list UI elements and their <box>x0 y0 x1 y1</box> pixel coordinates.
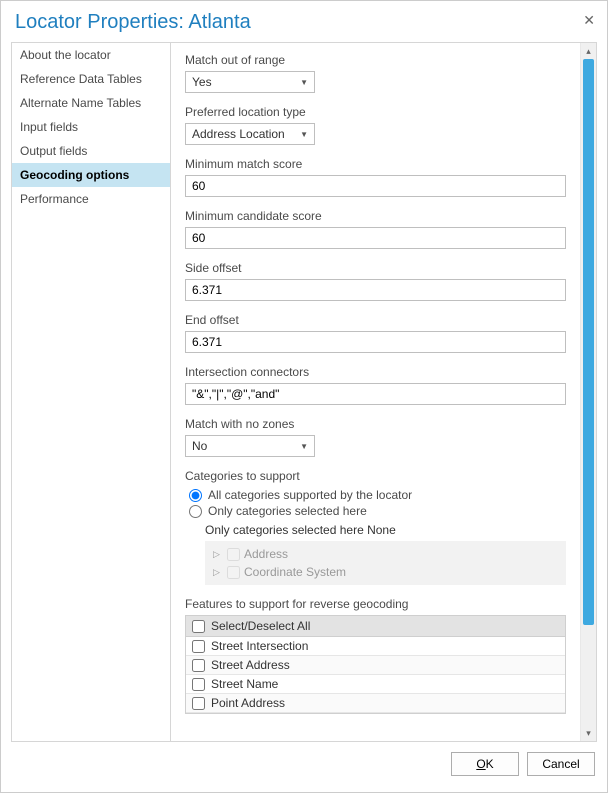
reverse-features-table: Select/Deselect All Street Intersection … <box>185 615 566 714</box>
reverse-feature-row[interactable]: Street Address <box>186 656 565 675</box>
label-side-offset: Side offset <box>185 261 566 275</box>
sidebar-item-geocoding-options[interactable]: Geocoding options <box>12 163 170 187</box>
scroll-up-icon[interactable]: ▴ <box>581 43 596 59</box>
expand-icon[interactable]: ▷ <box>213 549 223 560</box>
label-min-match-score: Minimum match score <box>185 157 566 171</box>
expand-icon[interactable]: ▷ <box>213 567 223 578</box>
row-label: Point Address <box>211 696 285 710</box>
scroll-down-icon[interactable]: ▾ <box>581 725 596 741</box>
input-min-candidate-score[interactable] <box>185 227 566 249</box>
checkbox-row[interactable] <box>192 678 205 691</box>
input-end-offset[interactable] <box>185 331 566 353</box>
label-preferred-location-type: Preferred location type <box>185 105 566 119</box>
category-tree: ▷ Address ▷ Coordinate System <box>205 541 566 585</box>
close-icon[interactable]: ✕ <box>583 11 595 27</box>
label-reverse-features: Features to support for reverse geocodin… <box>185 597 566 611</box>
dropdown-match-no-zones[interactable]: No ▼ <box>185 435 315 457</box>
cancel-button[interactable]: Cancel <box>527 752 595 776</box>
reverse-feature-row[interactable]: Point Address <box>186 694 565 713</box>
tree-label: Address <box>244 547 288 561</box>
label-match-no-zones: Match with no zones <box>185 417 566 431</box>
dialog-title: Locator Properties: Atlanta <box>15 11 251 34</box>
dropdown-preferred-location-type[interactable]: Address Location ▼ <box>185 123 315 145</box>
header-label: Select/Deselect All <box>211 619 310 633</box>
input-intersection-connectors[interactable] <box>185 383 566 405</box>
label-categories: Categories to support <box>185 469 566 483</box>
radio-input-all[interactable] <box>189 489 202 502</box>
checkbox-row[interactable] <box>192 659 205 672</box>
radio-selected-categories[interactable]: Only categories selected here <box>189 503 566 519</box>
scroll-track[interactable] <box>581 59 596 725</box>
checkbox-row[interactable] <box>192 640 205 653</box>
ok-button[interactable]: OK <box>451 752 519 776</box>
row-label: Street Intersection <box>211 639 308 653</box>
chevron-down-icon: ▼ <box>300 130 308 139</box>
dropdown-value: No <box>192 439 207 453</box>
main-panel: Match out of range Yes ▼ Preferred locat… <box>171 43 580 741</box>
row-label: Street Name <box>211 677 278 691</box>
input-side-offset[interactable] <box>185 279 566 301</box>
sidebar-item-performance[interactable]: Performance <box>12 187 170 211</box>
checkbox-select-all[interactable] <box>192 620 205 633</box>
radio-label: All categories supported by the locator <box>208 488 412 502</box>
checkbox-row[interactable] <box>192 697 205 710</box>
reverse-feature-row[interactable]: Street Name <box>186 675 565 694</box>
sidebar-item-about[interactable]: About the locator <box>12 43 170 67</box>
row-label: Street Address <box>211 658 290 672</box>
label-selected-here: Only categories selected here None <box>205 523 396 537</box>
radio-input-selected[interactable] <box>189 505 202 518</box>
sidebar-item-output-fields[interactable]: Output fields <box>12 139 170 163</box>
sidebar: About the locator Reference Data Tables … <box>11 42 171 742</box>
input-min-match-score[interactable] <box>185 175 566 197</box>
label-min-candidate-score: Minimum candidate score <box>185 209 566 223</box>
sidebar-item-reference-data[interactable]: Reference Data Tables <box>12 67 170 91</box>
vertical-scrollbar[interactable]: ▴ ▾ <box>580 43 596 741</box>
dropdown-value: Address Location <box>192 127 285 141</box>
tree-item-coordinate-system[interactable]: ▷ Coordinate System <box>205 563 566 581</box>
dropdown-value: Yes <box>192 75 212 89</box>
scroll-thumb[interactable] <box>583 59 594 625</box>
radio-all-categories[interactable]: All categories supported by the locator <box>189 487 566 503</box>
reverse-features-header[interactable]: Select/Deselect All <box>186 616 565 637</box>
label-intersection-connectors: Intersection connectors <box>185 365 566 379</box>
tree-item-address[interactable]: ▷ Address <box>205 545 566 563</box>
chevron-down-icon: ▼ <box>300 442 308 451</box>
label-end-offset: End offset <box>185 313 566 327</box>
chevron-down-icon: ▼ <box>300 78 308 87</box>
sidebar-item-alternate-names[interactable]: Alternate Name Tables <box>12 91 170 115</box>
sidebar-item-input-fields[interactable]: Input fields <box>12 115 170 139</box>
dropdown-match-out-of-range[interactable]: Yes ▼ <box>185 71 315 93</box>
tree-label: Coordinate System <box>244 565 346 579</box>
checkbox-address[interactable] <box>227 548 240 561</box>
reverse-feature-row[interactable]: Street Intersection <box>186 637 565 656</box>
radio-label: Only categories selected here <box>208 504 367 518</box>
label-match-out-of-range: Match out of range <box>185 53 566 67</box>
checkbox-coordinate-system[interactable] <box>227 566 240 579</box>
